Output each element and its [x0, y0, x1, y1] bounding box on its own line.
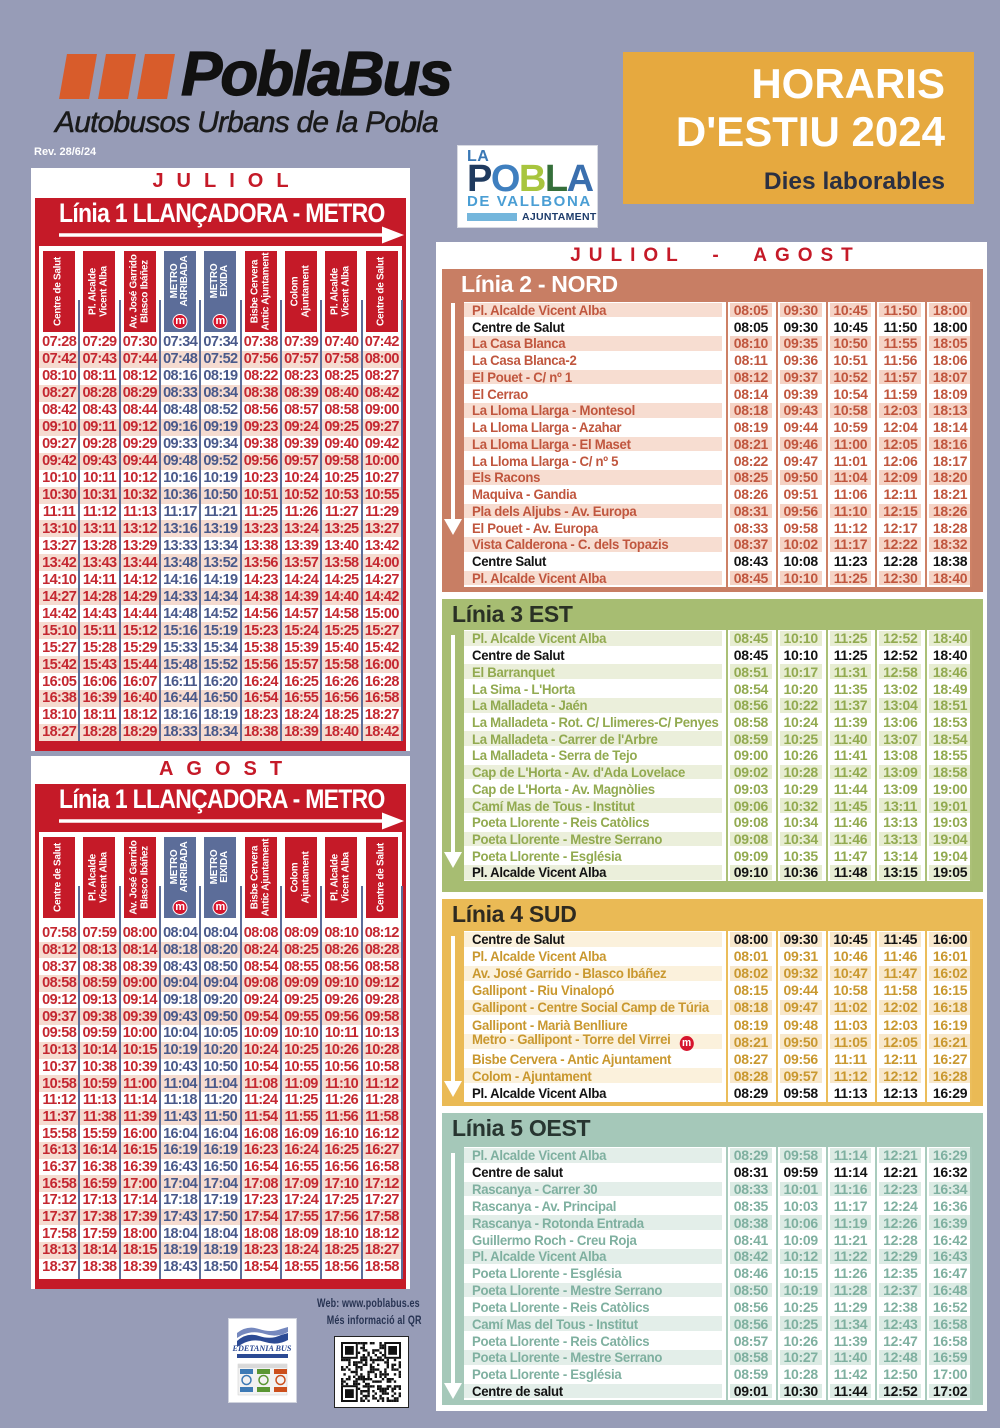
svg-text:EDETANIA BUS: EDETANIA BUS: [232, 1344, 292, 1353]
